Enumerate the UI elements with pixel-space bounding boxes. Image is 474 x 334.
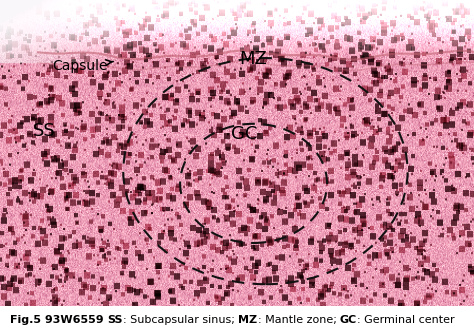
Text: SS: SS <box>33 122 56 140</box>
Text: : Subcapsular sinus;: : Subcapsular sinus; <box>123 316 238 325</box>
Text: SS: SS <box>108 316 123 325</box>
Text: MZ: MZ <box>239 50 267 68</box>
Text: : Germinal center: : Germinal center <box>357 316 455 325</box>
Text: GC: GC <box>231 125 258 143</box>
Text: Capsule: Capsule <box>52 59 113 73</box>
Text: GC: GC <box>340 316 357 325</box>
Text: MZ: MZ <box>238 316 257 325</box>
Text: : Mantle zone;: : Mantle zone; <box>257 316 340 325</box>
Text: Fig.5 93W6559: Fig.5 93W6559 <box>10 316 104 325</box>
